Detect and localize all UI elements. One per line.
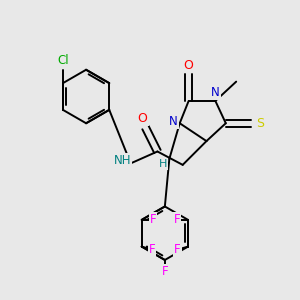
Text: F: F (150, 213, 156, 226)
Text: F: F (173, 213, 180, 226)
Text: NH: NH (114, 154, 131, 167)
Text: Cl: Cl (57, 54, 69, 67)
Text: S: S (256, 117, 264, 130)
Text: N: N (169, 115, 178, 128)
Text: H: H (159, 159, 167, 169)
Text: O: O (138, 112, 148, 125)
Text: F: F (149, 243, 155, 256)
Text: F: F (161, 265, 168, 278)
Text: O: O (184, 59, 194, 72)
Text: F: F (174, 243, 181, 256)
Text: N: N (211, 86, 220, 99)
